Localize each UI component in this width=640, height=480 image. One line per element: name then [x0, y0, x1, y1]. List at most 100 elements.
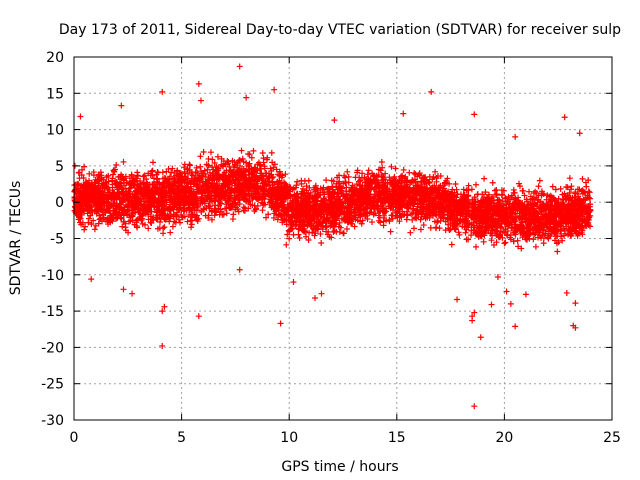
- data-point: [499, 206, 506, 213]
- data-point: [161, 183, 168, 190]
- data-point: [203, 185, 210, 192]
- data-point: [125, 180, 132, 187]
- data-point: [115, 210, 122, 217]
- data-point: [294, 178, 301, 185]
- data-point: [142, 192, 149, 199]
- data-point: [97, 200, 104, 207]
- data-point: [403, 194, 410, 201]
- data-point: [482, 189, 489, 196]
- data-point: [493, 191, 500, 198]
- data-point: [210, 185, 217, 192]
- data-point: [440, 185, 447, 192]
- data-point: [219, 185, 226, 192]
- data-point: [387, 176, 394, 183]
- data-point: [144, 180, 151, 187]
- data-point: [303, 183, 310, 190]
- data-point: [401, 182, 408, 189]
- data-point: [130, 182, 137, 189]
- data-point: [524, 198, 531, 205]
- data-point: [177, 199, 184, 206]
- data-point: [85, 219, 92, 226]
- data-point: [319, 219, 326, 226]
- data-point: [326, 233, 333, 240]
- data-point: [226, 195, 233, 202]
- data-point: [76, 213, 83, 220]
- data-point: [323, 224, 330, 231]
- data-point: [383, 208, 390, 215]
- chart-title: Day 173 of 2011, Sidereal Day-to-day VTE…: [59, 22, 621, 38]
- data-point: [169, 203, 176, 210]
- data-point: [495, 196, 502, 203]
- data-point: [574, 232, 581, 239]
- data-point: [404, 212, 411, 219]
- data-point: [405, 205, 412, 212]
- data-point: [317, 185, 324, 192]
- data-point: [473, 243, 480, 250]
- data-point: [511, 206, 518, 213]
- data-point: [248, 154, 255, 161]
- data-point: [188, 224, 195, 231]
- data-point: [545, 228, 552, 235]
- data-point: [163, 199, 170, 206]
- data-point: [540, 235, 547, 242]
- data-point: [328, 177, 335, 184]
- data-point: [129, 178, 136, 185]
- data-point: [204, 166, 211, 173]
- data-point: [194, 195, 201, 202]
- data-point: [106, 187, 113, 194]
- data-point: [463, 187, 470, 194]
- data-point: [263, 170, 270, 177]
- data-point: [463, 210, 470, 217]
- data-point: [97, 188, 104, 195]
- data-point: [448, 241, 455, 248]
- data-point: [293, 182, 300, 189]
- data-point: [198, 209, 205, 216]
- data-point: [368, 219, 375, 226]
- data-point: [499, 234, 506, 241]
- data-point: [580, 197, 587, 204]
- data-point: [386, 174, 393, 181]
- data-point: [434, 219, 441, 226]
- data-point: [432, 168, 439, 175]
- data-point: [501, 240, 508, 247]
- data-point: [74, 181, 81, 188]
- data-point: [488, 237, 495, 244]
- data-point: [393, 186, 400, 193]
- data-point: [136, 190, 143, 197]
- data-point: [120, 212, 127, 219]
- data-point: [483, 196, 490, 203]
- data-point: [381, 188, 388, 195]
- data-point: [577, 223, 584, 230]
- data-point: [510, 186, 517, 193]
- data-point: [563, 184, 570, 191]
- data-point: [86, 170, 93, 177]
- data-point: [126, 212, 133, 219]
- data-point: [250, 147, 257, 154]
- data-point: [427, 224, 434, 231]
- data-point: [544, 224, 551, 231]
- data-points-layer: [71, 63, 594, 410]
- data-point: [317, 230, 324, 237]
- data-point: [459, 223, 466, 230]
- data-point: [344, 168, 351, 175]
- data-point: [433, 174, 440, 181]
- data-point: [493, 232, 500, 239]
- data-point: [384, 180, 391, 187]
- data-point: [255, 194, 262, 201]
- data-point: [459, 208, 466, 215]
- data-point: [479, 198, 486, 205]
- data-point: [364, 171, 371, 178]
- data-point: [326, 190, 333, 197]
- data-point: [280, 196, 287, 203]
- data-point: [567, 232, 574, 239]
- data-point: [257, 161, 264, 168]
- data-point: [209, 198, 216, 205]
- data-point: [335, 196, 342, 203]
- data-point: [515, 197, 522, 204]
- data-point: [118, 180, 125, 187]
- data-point: [349, 215, 356, 222]
- data-point: [394, 183, 401, 190]
- data-point: [305, 236, 312, 243]
- data-point: [577, 201, 584, 208]
- data-point: [406, 169, 413, 176]
